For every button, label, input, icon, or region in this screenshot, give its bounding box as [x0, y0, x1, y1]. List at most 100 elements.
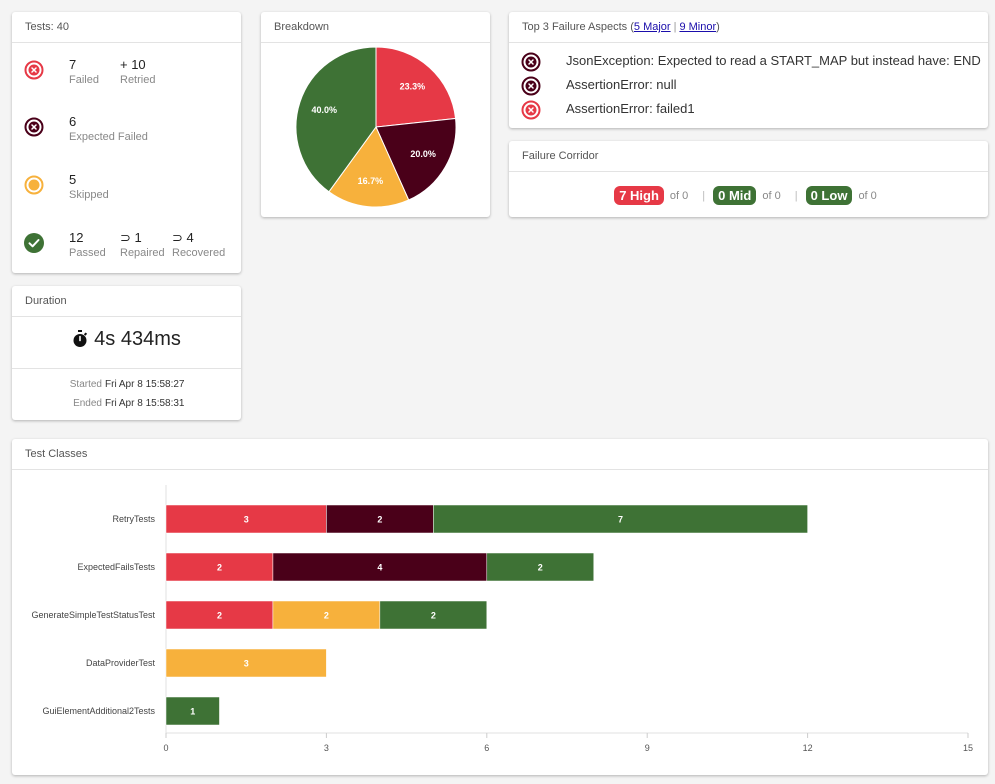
ended-value: Fri Apr 8 15:58:31	[105, 398, 185, 409]
category-label: ExpectedFailsTests	[77, 562, 155, 572]
bar-segment[interactable]	[433, 504, 808, 534]
failure-aspects-title: Top 3 Failure Aspects (5 Major | 9 Minor)	[509, 12, 988, 43]
expected-failed-label: Expected Failed	[69, 131, 148, 143]
ended-row: Ended Fri Apr 8 15:58:31	[12, 398, 241, 409]
pie-slice-label: 16.7%	[358, 176, 384, 186]
minor-link[interactable]: 9 Minor	[679, 21, 717, 33]
bar-value-label: 2	[217, 563, 222, 573]
expected-failed-count: 6	[69, 114, 77, 129]
bar-segment[interactable]	[165, 696, 220, 726]
x-tick-label: 0	[163, 743, 168, 753]
x-tick-label: 12	[803, 743, 813, 753]
bar-segment[interactable]	[165, 504, 327, 534]
started-row: Started Fri Apr 8 15:58:27	[12, 379, 241, 390]
tests-card: Tests: 40 7 Failed + 10 Retried 6 Expect…	[12, 12, 241, 273]
failure-corridor-card: Failure Corridor 7 High of 0 | 0 Mid of 0 | 0 …	[509, 141, 988, 217]
bar-segment[interactable]	[326, 504, 434, 534]
pie-slice-label: 40.0%	[311, 105, 337, 115]
bar-segment[interactable]	[272, 552, 488, 582]
corridor-row: 7 High of 0 | 0 Mid of 0 | 0 Low of 0	[509, 186, 988, 205]
bar-value-label: 2	[217, 611, 222, 621]
title-separator: |	[673, 21, 677, 33]
mid-of: of 0	[762, 189, 781, 202]
failure-aspects-title-text: Top 3 Failure Aspects (	[522, 21, 634, 33]
failure-aspect-text: JsonException: Expected to read a START_…	[566, 53, 981, 68]
bar-segment[interactable]	[486, 552, 594, 582]
title-suffix: )	[716, 21, 720, 33]
ended-label: Ended	[73, 398, 102, 409]
pie-slice[interactable]	[375, 46, 457, 128]
bar-segment[interactable]	[165, 552, 274, 582]
high-of: of 0	[669, 189, 689, 202]
duration-value-row: 4s 434ms	[12, 328, 241, 351]
bar-segment[interactable]	[272, 600, 381, 630]
failed-stat[interactable]: 7 Failed + 10 Retried	[12, 57, 241, 107]
test-classes-card: Test Classes 0 3 6 9 12 15 RetryTests 3 2 7 Expect…	[12, 439, 988, 775]
expected-failed-icon	[521, 52, 541, 72]
expected-failed-icon	[24, 117, 44, 137]
passed-check-icon	[24, 233, 44, 253]
recovered-count: ⊃ 4	[172, 230, 194, 245]
bar-segment[interactable]	[165, 600, 274, 630]
bar-segment[interactable]	[379, 600, 488, 630]
duration-value: 4s 434ms	[94, 328, 181, 350]
bar-value-label: 3	[244, 515, 249, 525]
pie-slice[interactable]	[328, 126, 410, 208]
breakdown-title: Breakdown	[261, 12, 490, 43]
duration-card: Duration 4s 434ms Started Fri Apr 8 15:58…	[12, 286, 241, 420]
category-label: GenerateSimpleTestStatusTest	[31, 610, 155, 620]
failed-label: Failed	[69, 74, 99, 86]
duration-divider	[12, 368, 241, 369]
category-label: DataProviderTest	[86, 658, 156, 668]
failed-icon	[521, 100, 541, 120]
stopwatch-icon	[73, 330, 88, 347]
recovered-label: Recovered	[172, 247, 226, 259]
x-tick-label: 9	[645, 743, 650, 753]
bar-value-label: 7	[618, 515, 623, 525]
failure-corridor-title: Failure Corridor	[509, 141, 988, 172]
mid-badge[interactable]: 0 Mid	[713, 186, 757, 205]
low-badge[interactable]: 0 Low	[805, 186, 853, 205]
bar-value-label: 2	[324, 611, 329, 621]
x-tick-label: 3	[324, 743, 329, 753]
failure-aspects-card: Top 3 Failure Aspects (5 Major | 9 Minor) …	[509, 12, 988, 128]
test-classes-title: Test Classes	[12, 439, 988, 470]
category-label: RetryTests	[112, 514, 155, 524]
skipped-stat[interactable]: 5 Skipped	[12, 172, 241, 222]
duration-title: Duration	[12, 286, 241, 317]
bar-segment[interactable]	[165, 648, 327, 678]
bar-value-label: 2	[431, 611, 436, 621]
skipped-count: 5	[69, 172, 77, 187]
breakdown-card: Breakdown 23.3% 20.0% 16.7% 40.0%	[261, 12, 490, 217]
retried-count: + 10	[120, 57, 146, 72]
pie-slice[interactable]	[295, 46, 377, 193]
tests-card-title: Tests: 40	[12, 12, 241, 43]
bar-value-label: 2	[377, 515, 382, 525]
skipped-label: Skipped	[69, 189, 109, 201]
high-badge[interactable]: 7 High	[614, 186, 664, 205]
skipped-icon	[24, 175, 44, 195]
x-tick-label: 6	[484, 743, 489, 753]
failure-aspect-text: AssertionError: null	[566, 77, 677, 92]
bar-value-label: 1	[190, 707, 195, 717]
failed-icon	[24, 60, 44, 80]
started-label: Started	[69, 379, 102, 390]
failure-aspect-text: AssertionError: failed1	[566, 101, 695, 116]
started-value: Fri Apr 8 15:58:27	[105, 379, 185, 390]
pie-slice-label: 23.3%	[400, 82, 426, 92]
retried-label: Retried	[120, 74, 156, 86]
expected-failed-icon	[521, 76, 541, 96]
failed-count: 7	[69, 57, 77, 72]
pie-slice-label: 20.0%	[410, 149, 436, 159]
repaired-label: Repaired	[120, 247, 165, 259]
x-tick-label: 15	[963, 743, 973, 753]
bar-value-label: 2	[538, 563, 543, 573]
repaired-count: ⊃ 1	[120, 230, 142, 245]
passed-count: 12	[69, 230, 84, 245]
pie-slice[interactable]	[375, 117, 457, 201]
passed-stat[interactable]: 12 Passed ⊃ 1 Repaired ⊃ 4 Recovered	[12, 230, 241, 280]
major-link[interactable]: 5 Major	[633, 21, 671, 33]
expected-failed-stat[interactable]: 6 Expected Failed	[12, 114, 241, 164]
breakdown-pie-chart: 23.3% 20.0% 16.7% 40.0%	[295, 46, 457, 208]
